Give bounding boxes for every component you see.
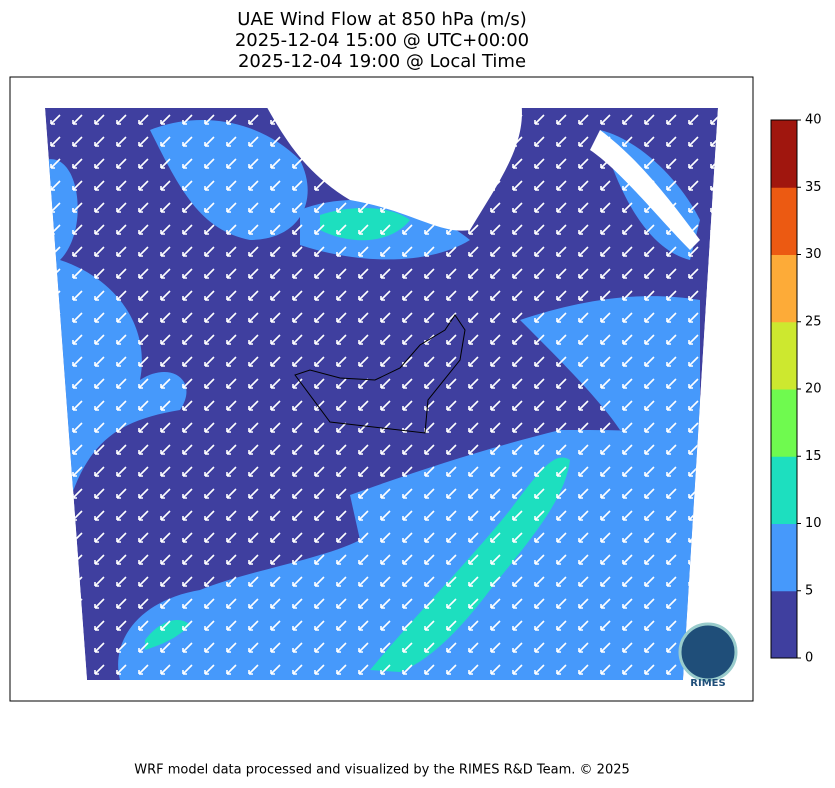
colorbar-tick-label: 40 [805,113,822,128]
footer: WRF model data processed and visualized … [134,763,630,778]
no-data [590,130,700,250]
no-data [260,108,522,231]
colorbar-bin [771,321,797,390]
title-line: 2025-12-04 19:00 @ Local Time [238,51,526,72]
colorbar-tick-label: 15 [805,449,822,464]
title-line: 2025-12-04 15:00 @ UTC+00:00 [235,30,529,51]
colorbar-tick-label: 35 [805,180,822,195]
colorbar-tick-label: 5 [805,583,813,598]
colorbar-bin [771,120,797,188]
logo: RIMES [678,622,738,689]
country-border [294,314,466,434]
colorbar-bin [771,456,797,524]
colorbar-tick-label: 30 [805,247,822,262]
colorbar: 0 5 10 15 20 25 30 35 40 [770,113,822,666]
colorbar-bin [771,187,797,255]
logo-text: RIMES [690,678,725,689]
colorbar-bin [771,389,797,457]
colorbar-bin [771,254,797,323]
colorbar-bin [771,523,797,592]
colorbar-tick-label: 10 [805,516,822,531]
title-line: UAE Wind Flow at 850 hPa (m/s) [237,9,526,30]
colorbar-bin [771,590,797,659]
map-frame [9,76,754,702]
colorbar-tick-label: 0 [805,651,813,666]
colorbar-tick-label: 20 [805,382,822,397]
colorbar-tick-label: 25 [805,314,822,329]
map [45,108,718,680]
